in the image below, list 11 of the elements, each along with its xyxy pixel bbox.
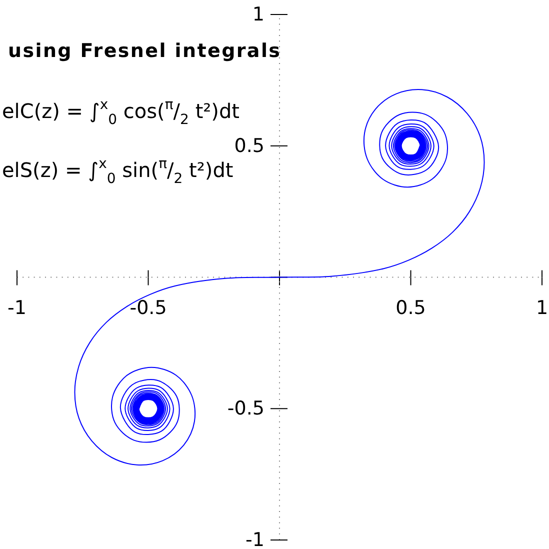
annotation: elS(z) = ∫$^{x}$$_{0}$ sin($^{π}$/$_{2}$ t²)dt (2, 156, 234, 187)
x-tick-label: 1 (536, 297, 548, 320)
x-tick-label: -0.5 (130, 297, 167, 320)
y-tick-label: -1 (246, 529, 264, 549)
y-tick-label: -0.5 (227, 398, 264, 420)
annotation: elC(z) = ∫$^{x}$$_{0}$ cos($^{π}$/$_{2}$ t²)dt (2, 97, 240, 128)
y-tick-label: 1 (252, 4, 264, 26)
x-tick-label: -1 (8, 297, 26, 320)
x-tick-label: 0.5 (396, 297, 426, 320)
y-tick-label: 0.5 (234, 134, 264, 157)
text: using Fresnel integrals (8, 40, 282, 62)
